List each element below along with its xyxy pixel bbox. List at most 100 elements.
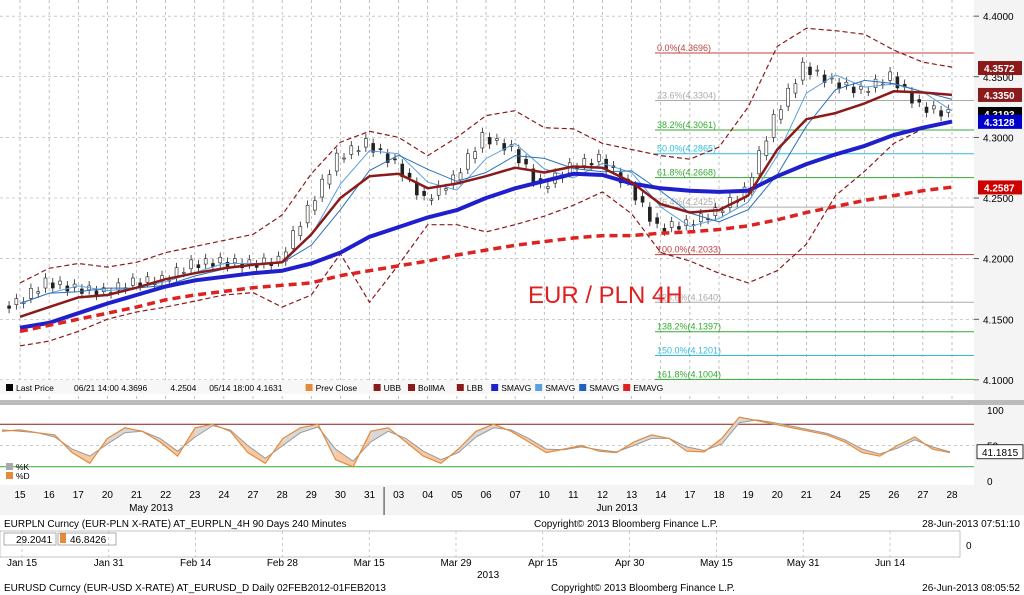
x-tick-label: 14: [655, 490, 667, 501]
candle-body: [313, 200, 317, 211]
candle-body: [582, 158, 587, 166]
osc-legend-label: %K: [16, 462, 30, 472]
legend-label: 06/21 14:00 4.3696: [74, 383, 148, 393]
candle-body: [822, 74, 827, 83]
footer-timestamp: 28-Jun-2013 07:51:10: [922, 519, 1020, 530]
x-tick-label: 28: [277, 490, 289, 501]
oscillator-fill: [107, 427, 125, 445]
fib-label: 50.0%(4.2865): [657, 144, 716, 154]
price-tag: [978, 61, 1022, 76]
candle-body: [546, 186, 550, 189]
candle-body: [677, 226, 681, 230]
panel-separator[interactable]: [0, 400, 1024, 405]
footer-copyright-2: Copyright© 2013 Bloomberg Finance L.P.: [551, 583, 735, 594]
candle-body: [429, 198, 434, 201]
x-tick-label: 19: [743, 490, 755, 501]
footer-security-line: EURPLN Curncy (EUR-PLN X-RATE) AT_EURPLN…: [4, 519, 347, 530]
oscillator-fill: [72, 449, 90, 464]
candle-body: [29, 288, 33, 299]
chart-title: EUR / PLN 4H: [528, 282, 683, 309]
candle-body: [931, 105, 936, 110]
candle-body: [698, 213, 703, 222]
mini-x-label: Feb 28: [267, 558, 299, 569]
candle-body: [487, 137, 492, 145]
mini-x-label: Apr 15: [528, 558, 558, 569]
oscillator-fill: [300, 424, 318, 433]
osc-legend-swatch: [6, 463, 13, 470]
y-tick-label: 4.2500: [983, 194, 1014, 205]
candle-body: [793, 83, 798, 94]
x-tick-label: 21: [801, 490, 813, 501]
candle-body: [786, 87, 790, 107]
mini-value-1: 29.2041: [16, 535, 53, 546]
legend-swatch: [456, 384, 464, 391]
y-tick-label: 4.1500: [983, 315, 1014, 326]
candle-body: [342, 157, 346, 160]
fib-label: 123.6%(4.1640): [657, 292, 721, 302]
candle-body: [866, 91, 871, 93]
candle-body: [349, 145, 354, 155]
candle-body: [43, 277, 48, 289]
osc-tick-label: 0: [987, 477, 993, 488]
candle-body: [422, 191, 426, 196]
date-axis-background: [0, 485, 1024, 515]
y-tick-label: 4.3000: [983, 133, 1014, 144]
candle-body: [859, 86, 863, 90]
fibonacci-levels: 0.0%(4.3696) 23.6%(4.3304) 38.2%(4.3061) 50…: [655, 43, 974, 380]
candle-body: [276, 255, 281, 263]
x-tick-label: 18: [713, 490, 725, 501]
x-tick-label: 07: [510, 490, 522, 501]
candle-body: [502, 143, 507, 151]
candle-body: [225, 261, 230, 267]
x-tick-label: 25: [859, 490, 871, 501]
candle-body: [844, 81, 849, 86]
oscillator-fill: [370, 427, 389, 442]
candle-body: [72, 283, 77, 288]
oscillator-fill: [335, 449, 354, 467]
candle-body: [327, 174, 332, 185]
x-tick-label: 05: [451, 490, 463, 501]
candle-body: [946, 109, 951, 113]
x-tick-label: 27: [247, 490, 259, 501]
legend-label: Last Price: [16, 383, 54, 393]
main-series-group: [7, 27, 953, 347]
y-tick-label: 4.4000: [983, 12, 1014, 23]
fib-label: 0.0%(4.3696): [657, 43, 711, 53]
candle-body: [356, 150, 361, 153]
x-tick-label: 03: [393, 490, 405, 501]
y-tick-label: 4.2000: [983, 255, 1014, 266]
price-tag: [978, 180, 1022, 195]
mini-x-label: Apr 30: [615, 558, 645, 569]
mini-x-label: Jan 31: [94, 558, 124, 569]
footer: EURPLN Curncy (EUR-PLN X-RATE) AT_EURPLN…: [0, 519, 1020, 594]
candle-body: [14, 298, 19, 306]
price-tag-label: 4.3572: [984, 64, 1015, 75]
fib-label: 61.8%(4.2668): [657, 168, 716, 178]
candle-body: [371, 143, 375, 153]
price-tag: [978, 87, 1022, 102]
oscillator-fill: [528, 438, 547, 453]
mini-x-label: Mar 15: [354, 558, 386, 569]
y-tick-label: 4.3500: [983, 73, 1014, 84]
candle-body: [924, 106, 929, 113]
osc-tick-label: 100: [987, 406, 1004, 417]
candle-body: [58, 280, 62, 285]
fib-label: 100.0%(4.2033): [657, 245, 721, 255]
candle-body: [640, 196, 645, 203]
price-tag-label: 4.3128: [984, 118, 1015, 129]
series-line-emavg: [19, 185, 953, 334]
price-axis-ticks: 4.1000 4.1500 4.2000 4.2500 4.3000 4.3500 4.40…: [974, 12, 1014, 387]
mini-x-label: Feb 14: [180, 558, 212, 569]
legend-label: 05/14 18:00 4.1631: [209, 383, 283, 393]
candle-body: [800, 61, 805, 81]
candle-body: [888, 71, 892, 81]
legend-label: UBB: [384, 383, 402, 393]
fib-label: 76.4%(4.2425): [657, 197, 716, 207]
bollinger-lower-line: [19, 122, 953, 347]
mini-x-label: May 31: [787, 558, 820, 569]
legend-swatch: [305, 384, 313, 391]
osc-legend-swatch: [6, 472, 13, 479]
legend-swatch: [579, 384, 587, 391]
